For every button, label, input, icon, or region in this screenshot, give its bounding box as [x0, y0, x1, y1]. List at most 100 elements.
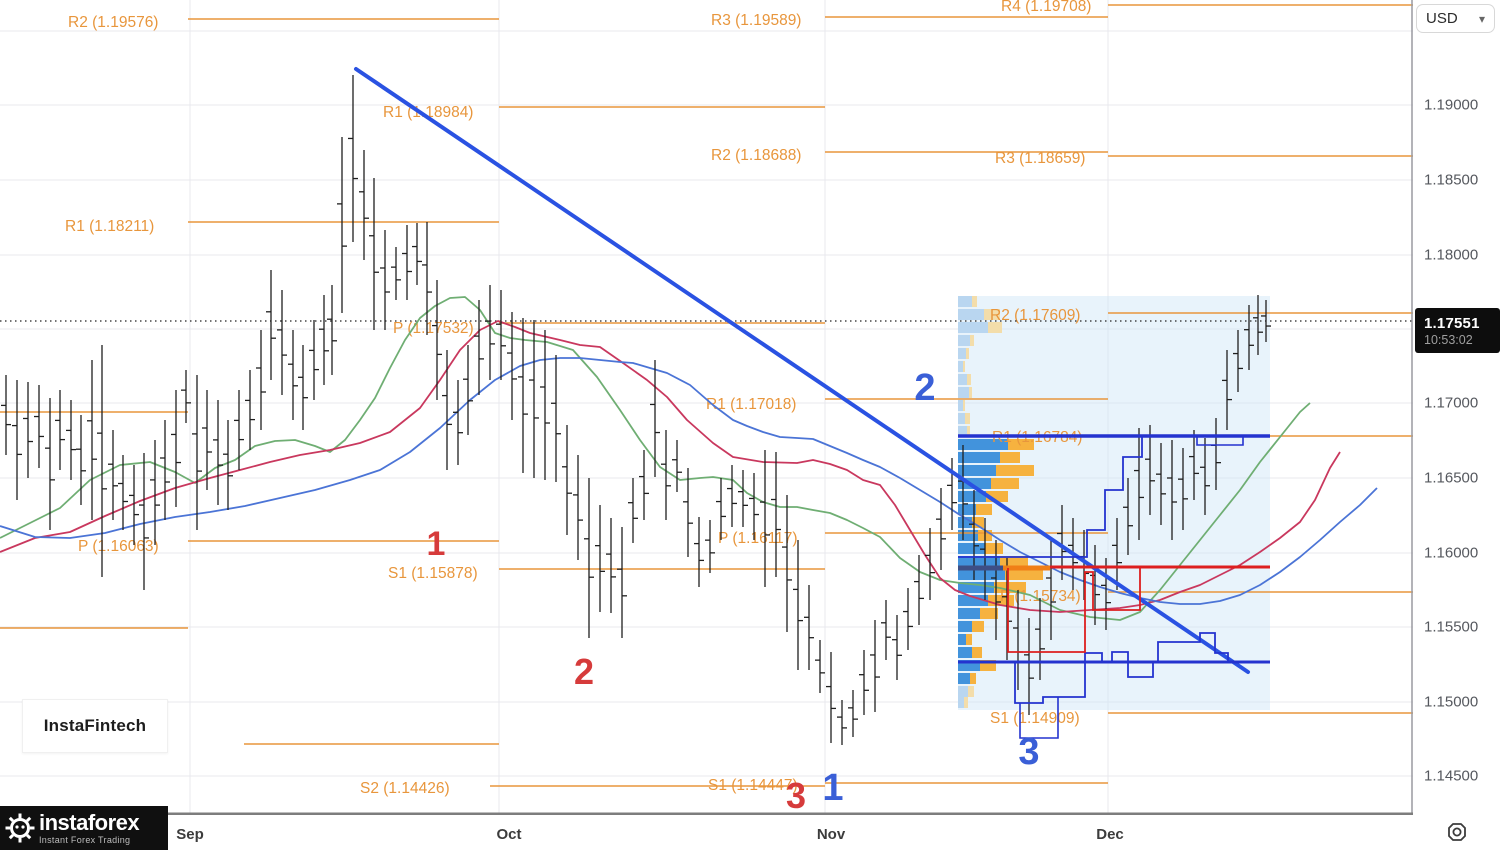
wave-count-3: 3	[786, 775, 806, 815]
volume-profile-sell-bar	[963, 400, 965, 411]
volume-profile-buy-bar	[958, 543, 985, 554]
slow-ma-blue	[0, 357, 1378, 605]
descending-trendline[interactable]	[354, 67, 1250, 674]
volume-profile-sell-bar	[968, 686, 974, 697]
instaforex-logo-text: instaforex	[39, 809, 140, 835]
volume-profile-buy-bar	[958, 530, 978, 541]
wave-count-3: 3	[1018, 731, 1039, 773]
pivot-label: P (1.16117)	[718, 530, 798, 547]
pivot-label: S1 (1.15878)	[388, 565, 478, 582]
price-tick-label: 1.16000	[1424, 544, 1479, 562]
volume-profile-buy-bar	[958, 413, 965, 424]
gear-circle	[1452, 827, 1462, 837]
volume-profile-sell-bar	[985, 543, 1003, 554]
settings-gear-button[interactable]	[1444, 819, 1470, 845]
instaforex-gear-icon	[5, 813, 35, 843]
volume-profile-buy-bar	[958, 608, 980, 619]
pivot-label: P (1.17532)	[393, 320, 474, 337]
price-chart-canvas[interactable]: R2 (1.19576) R1 (1.18211) P (1.16063) R1 (1…	[0, 0, 1413, 815]
volume-profile-sell-bar	[966, 634, 972, 645]
resistance-step-notch	[1196, 437, 1244, 446]
wave-count-2: 2	[574, 651, 594, 692]
price-axis-panel[interactable]: USD ▾ 1.19000 1.18500 1.18000 1.17000 1.1650…	[1413, 0, 1500, 815]
gear-hex-outline	[1448, 823, 1466, 841]
volume-profile-buy-bar	[958, 348, 966, 359]
volume-profile-sell-bar	[970, 673, 976, 684]
volume-profile-buy-bar	[958, 634, 966, 645]
volume-profile-buy-bar	[958, 595, 988, 606]
volume-profile-buy-bar	[958, 660, 980, 671]
pivot-label: R3 (1.19589)	[711, 12, 801, 29]
currency-selector-value: USD	[1426, 10, 1458, 27]
volume-profile-buy-bar	[958, 335, 970, 346]
pivot-label: R3 (1.18659)	[995, 150, 1085, 167]
wave-count-1: 1	[822, 767, 843, 809]
pivot-label: P (1.16063)	[78, 538, 159, 555]
volume-profile-sell-bar	[1005, 569, 1043, 580]
month-label-sep: Sep	[176, 826, 204, 843]
volume-profile-sell-bar	[969, 387, 972, 398]
volume-profile-sell-bar	[963, 361, 965, 372]
volume-profile-sell-bar	[996, 465, 1034, 476]
volume-profile-buy-bar	[958, 517, 972, 528]
volume-profile-sell-bar	[972, 517, 984, 528]
pivot-label: R1 (1.17018)	[706, 396, 796, 413]
instafintech-watermark: InstaFintech	[22, 699, 168, 753]
wave-count-2: 2	[914, 367, 935, 409]
pivot-label: R2 (1.18688)	[711, 147, 801, 164]
volume-profile-buy-bar	[958, 465, 996, 476]
volume-profile-sell-bar	[986, 491, 1008, 502]
volume-profile-sell-bar	[967, 374, 971, 385]
volume-profile-buy-bar	[958, 582, 994, 593]
instafintech-watermark-text: InstaFintech	[43, 716, 147, 735]
volume-profile-buy-bar	[958, 296, 972, 307]
fast-ma-green	[0, 296, 1311, 621]
analysis-shaded-region	[958, 296, 1270, 710]
pivot-label: R4 (1.19708)	[1001, 0, 1091, 15]
volume-profile-sell-bar	[970, 335, 974, 346]
volume-profile-sell-bar	[988, 322, 1002, 333]
volume-profile-buy-bar	[958, 309, 984, 320]
price-tick-label: 1.19000	[1424, 96, 1479, 114]
month-label-nov: Nov	[816, 826, 846, 843]
volume-profile-buy-bar	[958, 387, 969, 398]
volume-profile-buy-bar	[958, 361, 963, 372]
pivot-label: R1 (1.18211)	[65, 218, 154, 235]
volume-profile-buy-bar	[958, 556, 1000, 567]
volume-profile-sell-bar	[1000, 452, 1020, 463]
volume-profile-buy-bar	[958, 697, 964, 708]
volume-profile-sell-bar	[984, 309, 1000, 320]
volume-profile-sell-bar	[1000, 556, 1028, 567]
volume-profile-sell-bar	[967, 426, 970, 437]
volume-profile-buy-bar	[958, 400, 963, 411]
volume-profile-buy-bar	[958, 491, 986, 502]
volume-profile-sell-bar	[976, 504, 992, 515]
month-label-dec: Dec	[1096, 826, 1124, 843]
volume-profile-sell-bar	[964, 697, 968, 708]
wave-count-1: 1	[427, 525, 446, 563]
volume-profile-buy-bar	[958, 478, 991, 489]
current-price-badge: 1.17551 10:53:02	[1415, 308, 1500, 353]
volume-profile-sell-bar	[972, 621, 984, 632]
current-price-time: 10:53:02	[1424, 332, 1473, 347]
pivot-label: S2 (1.14426)	[360, 780, 450, 797]
volume-profile-sell-bar	[980, 608, 998, 619]
month-label-oct: Oct	[496, 826, 522, 843]
price-tick-label: 1.16500	[1424, 469, 1479, 487]
volume-profile-sell-bar	[991, 478, 1019, 489]
rising-staircase	[958, 436, 1143, 558]
volume-profile-sell-bar	[1008, 439, 1034, 450]
volume-profile-sell-bar	[972, 296, 977, 307]
volume-profile-sell-bar	[965, 413, 970, 424]
instaforex-tagline: Instant Forex Trading	[39, 834, 131, 845]
currency-selector[interactable]: USD ▾	[1416, 4, 1495, 33]
volume-profile-buy-bar	[958, 439, 1008, 450]
volume-profile-buy-bar	[958, 673, 970, 684]
price-tick-label: 1.17000	[1424, 394, 1479, 412]
volume-profile-buy-bar	[958, 452, 1000, 463]
chevron-down-icon: ▾	[1478, 11, 1485, 26]
volume-profile-sell-bar	[988, 595, 1014, 606]
volume-profile-buy-bar	[958, 374, 967, 385]
time-axis-strip[interactable]: Sep Oct Nov Dec	[0, 815, 1500, 850]
